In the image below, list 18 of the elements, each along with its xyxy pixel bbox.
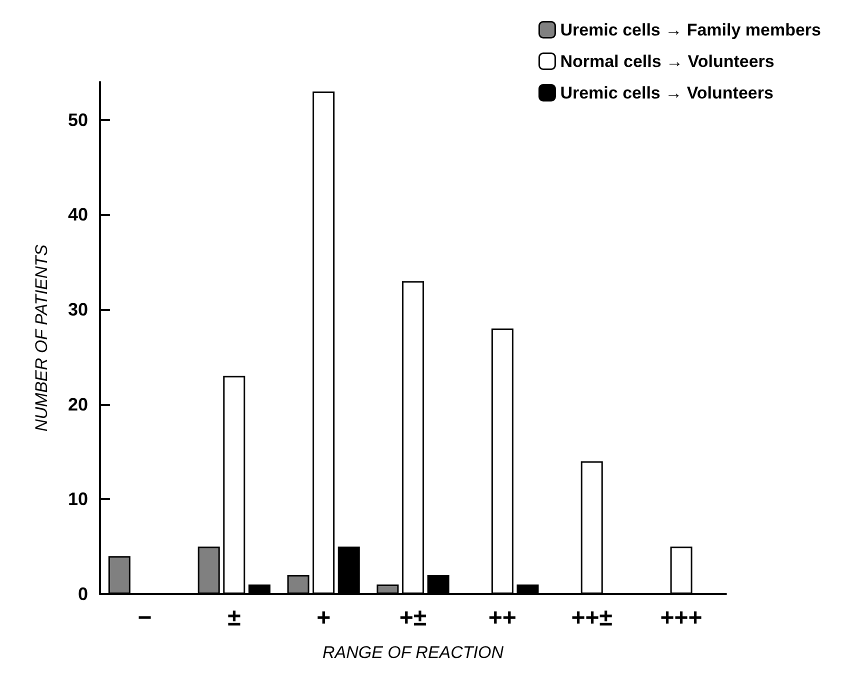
x-tick-label: +	[316, 604, 331, 632]
x-tick-label: +±	[399, 604, 427, 632]
legend-label: Uremic cells → Family members	[560, 20, 822, 40]
y-tick-label: 0	[78, 584, 88, 604]
legend-label: Uremic cells → Volunteers	[560, 83, 774, 102]
y-tick-label: 40	[68, 204, 88, 225]
y-tick-label: 10	[68, 489, 88, 510]
x-tick-label: ±	[228, 604, 241, 632]
x-tick-label: −	[138, 604, 152, 632]
y-tick-label: 20	[68, 394, 88, 414]
legend-label: Normal cells → Volunteers	[560, 52, 774, 71]
y-tick-label: 50	[68, 110, 88, 130]
y-tick-label: 30	[68, 300, 88, 320]
y-axis-title: NUMBER OF PATIENTS	[32, 244, 51, 432]
x-tick-label: ++±	[571, 604, 612, 632]
x-axis-title: RANGE OF REACTION	[322, 643, 504, 662]
x-tick-label: ++	[488, 604, 516, 632]
x-tick-label: +++	[660, 604, 702, 632]
